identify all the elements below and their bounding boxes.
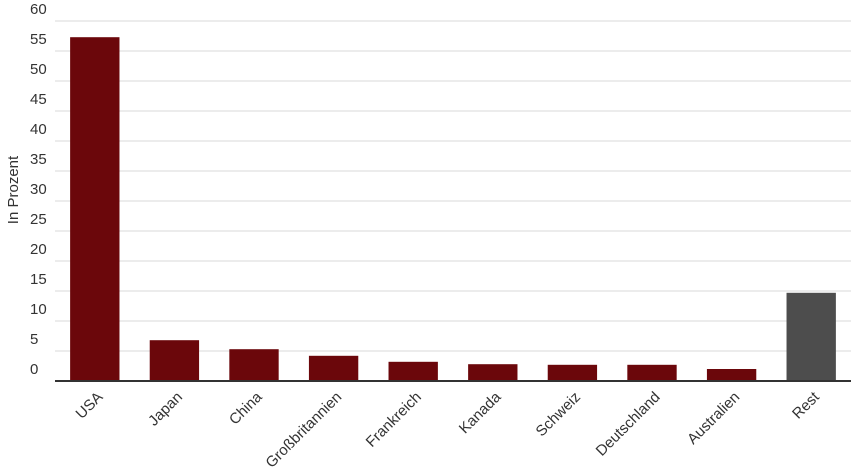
bar: [468, 364, 518, 381]
x-tick-label: Kanada: [456, 388, 505, 437]
x-tick-label: Schweiz: [533, 389, 585, 441]
bar: [149, 340, 200, 381]
x-tick-label: Australien: [684, 389, 743, 448]
y-tick-label: 30: [30, 181, 47, 198]
bar: [308, 355, 359, 381]
x-tick-label: Japan: [145, 389, 186, 430]
bar: [547, 364, 598, 381]
bar: [388, 361, 438, 381]
x-tick-label: Deutschland: [593, 389, 664, 460]
x-tick-label: USA: [73, 389, 107, 423]
x-tick-label: China: [226, 388, 266, 428]
bar: [229, 349, 279, 381]
bar: [706, 369, 757, 381]
x-tick-label: Rest: [789, 388, 823, 422]
bar: [70, 37, 120, 381]
y-tick-label: 10: [30, 301, 47, 318]
y-tick-label: 45: [30, 91, 47, 108]
y-tick-label: 0: [30, 361, 38, 378]
y-tick-label: 40: [30, 121, 47, 138]
y-tick-label: 55: [30, 31, 47, 48]
y-tick-label: 60: [30, 1, 47, 18]
bar: [786, 292, 836, 381]
y-axis-label: In Prozent: [5, 155, 22, 224]
y-tick-label: 25: [30, 211, 47, 228]
bar: [627, 364, 677, 381]
y-tick-label: 50: [30, 61, 47, 78]
x-tick-label: Großbritannien: [262, 389, 345, 472]
y-tick-label: 35: [30, 151, 47, 168]
y-tick-label: 20: [30, 241, 47, 258]
x-tick-label: Frankreich: [363, 389, 425, 451]
y-tick-label: 15: [30, 271, 47, 288]
y-tick-label: 5: [30, 331, 38, 348]
